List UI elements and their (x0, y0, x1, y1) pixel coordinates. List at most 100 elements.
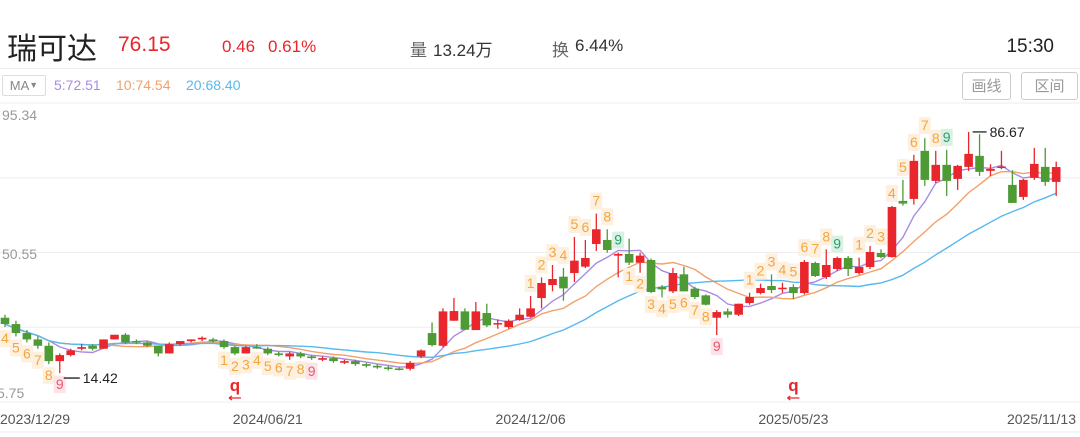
td-label-bg (798, 238, 811, 256)
turnover-label: 换 (552, 41, 569, 61)
candle-up (854, 267, 864, 274)
ma10-line (4, 170, 1057, 365)
td-label-bg (535, 256, 548, 274)
candle-down (132, 341, 141, 343)
td-label-bg (645, 296, 658, 314)
price-change-pct: 0.61% (268, 37, 317, 56)
td-sequence-label: 4 (1, 330, 9, 346)
td-sequence-label: 7 (286, 363, 294, 379)
candle-up (592, 229, 601, 244)
td-label-bg (305, 362, 318, 380)
candle-down (482, 313, 492, 326)
ma10-value: 10:74.54 (116, 77, 171, 93)
td-label-bg (546, 243, 559, 261)
td-sequence-label: 8 (603, 208, 611, 224)
candle-down (33, 339, 43, 346)
last-price: 76.15 (118, 33, 171, 56)
ma20-value: 20:68.40 (186, 77, 241, 93)
arrow-left-icon (787, 395, 800, 401)
candle-down (351, 361, 360, 365)
candle-up (526, 308, 535, 317)
candle-down (1008, 184, 1017, 203)
candle-up (318, 358, 327, 360)
high-label-bg (988, 122, 1027, 140)
td-label-bg (656, 300, 668, 318)
y-tick-label: 50.55 (2, 246, 37, 262)
td-label-bg (53, 376, 66, 394)
td-sequence-label: 2 (538, 256, 546, 272)
quote-header: 瑞可达 76.15 0.46 0.61% 量 13.24万 换 6.44% 15… (0, 0, 1080, 69)
candle-down (602, 239, 612, 250)
td-sequence-label: 9 (833, 236, 841, 252)
td-label-bg (940, 128, 953, 146)
td-label-bg (568, 215, 581, 233)
draw-line-button[interactable]: 画线 (962, 72, 1011, 100)
td-sequence-label: 5 (669, 296, 677, 312)
td-sequence-label: 4 (658, 300, 666, 316)
td-label-bg (579, 218, 592, 236)
candle-down (154, 345, 163, 354)
td-label-bg (601, 208, 614, 226)
candle-down (362, 364, 371, 366)
td-sequence-label: 5 (571, 216, 579, 232)
td-label-bg (853, 236, 866, 254)
volume-value: 13.24万 (433, 41, 493, 60)
candle-down (723, 311, 732, 315)
td-sequence-label: 5 (264, 358, 272, 374)
td-sequence-label: 5 (790, 263, 798, 279)
td-label-bg (557, 247, 570, 265)
candle-up (1051, 167, 1061, 182)
candle-down (22, 333, 32, 340)
candle-up (756, 288, 765, 294)
candle-down (1040, 166, 1050, 182)
td-sequence-label: 4 (560, 247, 568, 263)
candle-up (515, 314, 524, 321)
td-label-bg (261, 358, 274, 376)
td-sequence-label: 7 (811, 241, 819, 257)
candle-up (953, 165, 962, 179)
candle-down (307, 356, 316, 359)
td-sequence-label: 6 (23, 345, 31, 361)
arrow-left-icon (228, 395, 241, 401)
td-sequence-label: 6 (910, 134, 918, 150)
candle-down (11, 324, 21, 334)
td-label-bg (272, 359, 285, 377)
td-sequence-label: 8 (45, 367, 53, 383)
td-sequence-label: 3 (647, 296, 655, 312)
td-sequence-label: 3 (768, 253, 776, 269)
candle-up (493, 323, 503, 325)
td-sequence-label: 2 (636, 276, 644, 292)
candle-up (285, 353, 294, 357)
candle-down (920, 150, 930, 180)
candle-up (986, 168, 995, 171)
td-label-bg (590, 192, 603, 210)
td-sequence-label: 5 (899, 159, 907, 175)
candle-up (99, 339, 108, 349)
range-button[interactable]: 区间 (1021, 72, 1078, 100)
candle-down (230, 347, 240, 354)
td-sequence-label: 2 (866, 225, 874, 241)
td-sequence-label: 3 (242, 356, 250, 372)
candle-up (340, 361, 349, 363)
candle-down (657, 286, 667, 290)
td-sequence-label: 6 (680, 294, 688, 310)
td-sequence-label: 9 (713, 338, 721, 354)
candle-down (44, 345, 54, 362)
candle-up (66, 350, 75, 356)
candle-up (55, 355, 65, 362)
candle-down (329, 358, 338, 362)
td-label-bg (754, 262, 767, 280)
indicator-selector[interactable]: MA▼ (2, 75, 46, 96)
candle-down (767, 286, 776, 291)
candle-up (712, 312, 722, 318)
candle-down (88, 345, 97, 349)
candle-down (143, 342, 152, 346)
td-label-bg (239, 356, 252, 374)
candle-up (416, 350, 426, 357)
td-sequence-label: 7 (921, 117, 929, 133)
td-sequence-label: 8 (932, 130, 940, 146)
candle-down (460, 311, 470, 330)
indicator-selector-label: MA (9, 78, 30, 93)
candle-up (865, 251, 875, 268)
